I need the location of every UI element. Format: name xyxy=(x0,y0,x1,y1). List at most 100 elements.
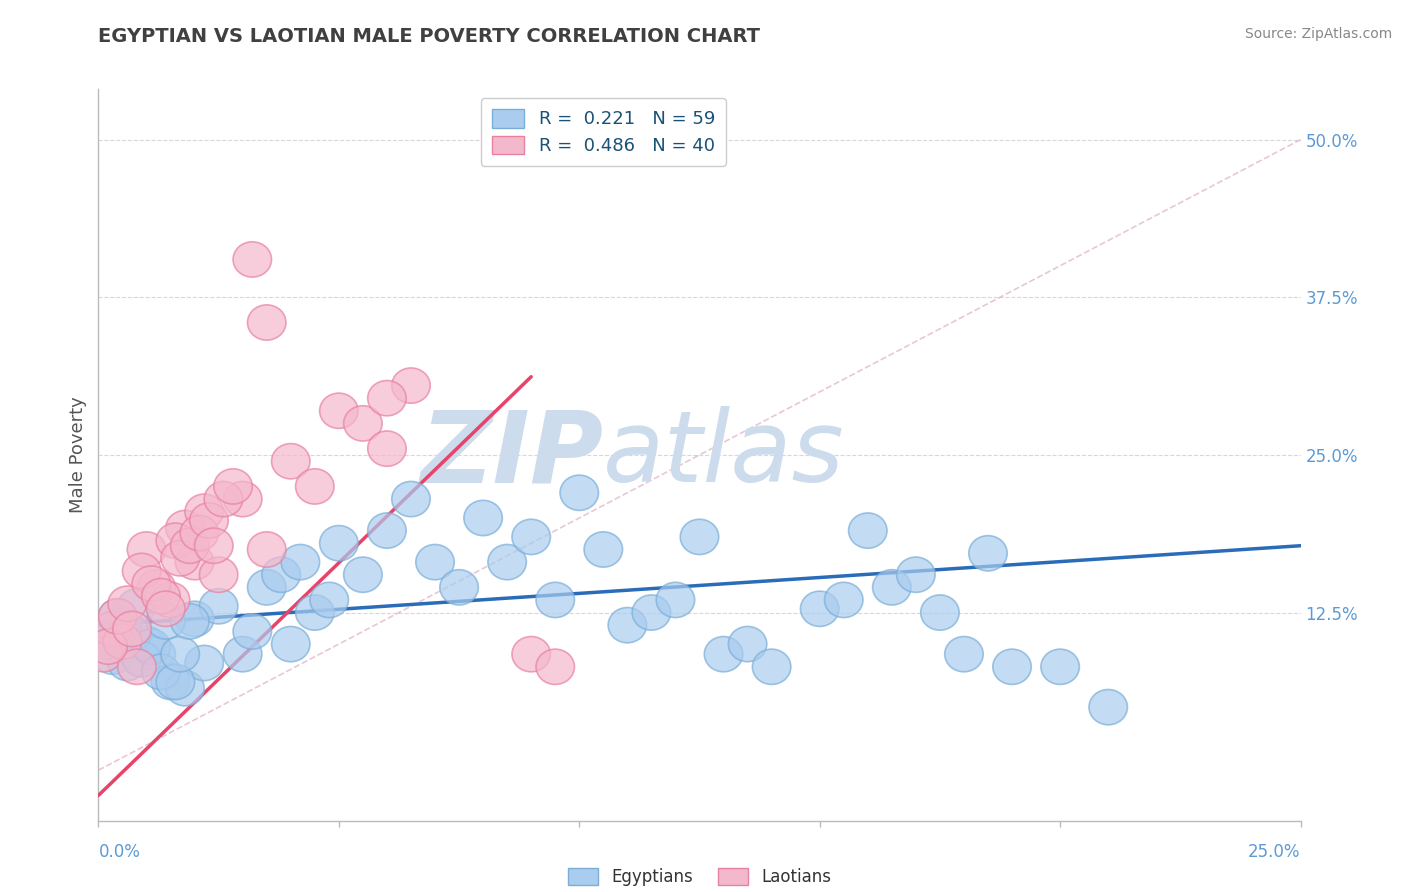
Ellipse shape xyxy=(142,654,180,690)
Ellipse shape xyxy=(142,579,180,614)
Ellipse shape xyxy=(84,637,122,672)
Text: EGYPTIAN VS LAOTIAN MALE POVERTY CORRELATION CHART: EGYPTIAN VS LAOTIAN MALE POVERTY CORRELA… xyxy=(98,27,761,45)
Text: atlas: atlas xyxy=(603,407,845,503)
Ellipse shape xyxy=(122,641,160,677)
Ellipse shape xyxy=(609,607,647,643)
Ellipse shape xyxy=(247,305,285,340)
Ellipse shape xyxy=(1090,690,1128,725)
Ellipse shape xyxy=(112,611,152,647)
Ellipse shape xyxy=(132,629,170,665)
Ellipse shape xyxy=(233,242,271,277)
Ellipse shape xyxy=(108,586,146,622)
Ellipse shape xyxy=(512,519,550,555)
Ellipse shape xyxy=(98,599,136,634)
Ellipse shape xyxy=(122,553,160,589)
Ellipse shape xyxy=(247,570,285,605)
Text: ZIP: ZIP xyxy=(420,407,603,503)
Text: 25.0%: 25.0% xyxy=(1249,843,1301,861)
Ellipse shape xyxy=(103,624,142,659)
Ellipse shape xyxy=(704,637,742,672)
Ellipse shape xyxy=(368,513,406,549)
Ellipse shape xyxy=(200,558,238,592)
Ellipse shape xyxy=(112,616,152,652)
Ellipse shape xyxy=(657,582,695,617)
Ellipse shape xyxy=(156,665,194,699)
Ellipse shape xyxy=(849,513,887,549)
Ellipse shape xyxy=(319,525,359,561)
Ellipse shape xyxy=(160,541,200,576)
Ellipse shape xyxy=(136,570,176,605)
Ellipse shape xyxy=(194,528,233,564)
Ellipse shape xyxy=(392,482,430,516)
Ellipse shape xyxy=(233,614,271,649)
Ellipse shape xyxy=(368,431,406,467)
Ellipse shape xyxy=(180,516,219,550)
Ellipse shape xyxy=(921,595,959,631)
Ellipse shape xyxy=(152,665,190,699)
Text: 0.0%: 0.0% xyxy=(98,843,141,861)
Ellipse shape xyxy=(247,532,285,567)
Ellipse shape xyxy=(98,599,136,634)
Ellipse shape xyxy=(512,637,550,672)
Text: Source: ZipAtlas.com: Source: ZipAtlas.com xyxy=(1244,27,1392,41)
Ellipse shape xyxy=(170,604,209,639)
Ellipse shape xyxy=(136,637,176,672)
Ellipse shape xyxy=(560,475,599,510)
Ellipse shape xyxy=(945,637,983,672)
Ellipse shape xyxy=(295,469,335,504)
Ellipse shape xyxy=(343,406,382,441)
Ellipse shape xyxy=(118,589,156,624)
Ellipse shape xyxy=(897,558,935,592)
Ellipse shape xyxy=(132,566,170,601)
Ellipse shape xyxy=(166,510,204,546)
Ellipse shape xyxy=(224,482,262,516)
Ellipse shape xyxy=(873,570,911,605)
Ellipse shape xyxy=(200,589,238,624)
Ellipse shape xyxy=(536,649,575,684)
Ellipse shape xyxy=(160,637,200,672)
Ellipse shape xyxy=(319,393,359,428)
Ellipse shape xyxy=(156,523,194,558)
Ellipse shape xyxy=(416,544,454,580)
Ellipse shape xyxy=(89,629,128,665)
Ellipse shape xyxy=(969,535,1007,571)
Ellipse shape xyxy=(103,607,142,643)
Ellipse shape xyxy=(392,368,430,403)
Ellipse shape xyxy=(993,649,1031,684)
Ellipse shape xyxy=(152,582,190,617)
Ellipse shape xyxy=(204,482,243,516)
Ellipse shape xyxy=(186,645,224,681)
Ellipse shape xyxy=(343,558,382,592)
Ellipse shape xyxy=(186,494,224,529)
Ellipse shape xyxy=(262,558,301,592)
Ellipse shape xyxy=(128,626,166,662)
Ellipse shape xyxy=(728,626,766,662)
Ellipse shape xyxy=(190,503,228,538)
Y-axis label: Male Poverty: Male Poverty xyxy=(69,397,87,513)
Ellipse shape xyxy=(108,645,146,681)
Ellipse shape xyxy=(824,582,863,617)
Ellipse shape xyxy=(170,528,209,564)
Ellipse shape xyxy=(800,591,839,626)
Ellipse shape xyxy=(752,649,790,684)
Ellipse shape xyxy=(1040,649,1080,684)
Ellipse shape xyxy=(633,595,671,631)
Ellipse shape xyxy=(118,649,156,684)
Ellipse shape xyxy=(94,611,132,647)
Ellipse shape xyxy=(583,532,623,567)
Ellipse shape xyxy=(128,532,166,567)
Ellipse shape xyxy=(146,591,186,626)
Ellipse shape xyxy=(681,519,718,555)
Ellipse shape xyxy=(440,570,478,605)
Ellipse shape xyxy=(84,620,122,656)
Ellipse shape xyxy=(281,544,319,580)
Ellipse shape xyxy=(464,500,502,535)
Ellipse shape xyxy=(271,626,309,662)
Ellipse shape xyxy=(146,604,186,639)
Ellipse shape xyxy=(89,624,128,659)
Ellipse shape xyxy=(271,443,309,479)
Ellipse shape xyxy=(166,671,204,706)
Ellipse shape xyxy=(368,381,406,416)
Ellipse shape xyxy=(309,582,349,617)
Ellipse shape xyxy=(214,469,252,504)
